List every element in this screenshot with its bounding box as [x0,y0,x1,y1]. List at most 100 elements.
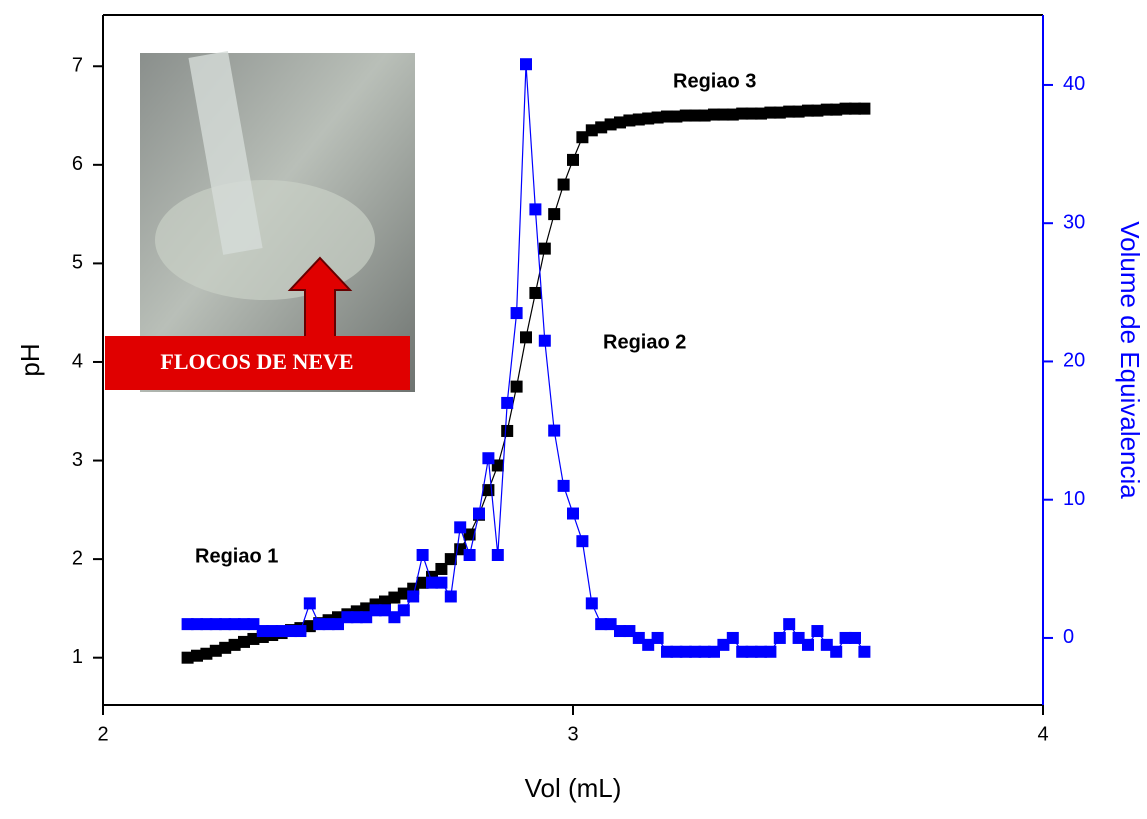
marker [642,638,655,651]
marker [388,591,401,604]
x-tick-label: 4 [1037,723,1048,745]
marker [585,124,598,137]
marker [322,618,335,631]
marker [670,110,683,123]
marker [764,106,777,119]
marker [783,105,796,118]
marker [303,620,316,633]
marker [811,104,824,117]
y2-tick-label: 0 [1063,626,1074,648]
marker [548,208,561,221]
marker [755,645,767,658]
marker [548,424,561,437]
marker [773,106,786,119]
marker [614,116,626,129]
marker [849,102,861,115]
marker [576,131,589,144]
marker [238,635,250,648]
marker [501,396,514,409]
marker [200,647,213,660]
marker [463,528,476,541]
marker [388,611,401,624]
marker [670,645,683,658]
marker [708,645,720,658]
marker [679,645,692,658]
marker [661,110,673,123]
inset-label: FLOCOS DE NEVE [160,349,353,374]
marker [256,625,269,638]
marker [792,105,805,118]
marker [783,618,796,631]
y-tick-label: 3 [72,449,83,471]
marker [642,112,655,125]
marker [209,618,222,631]
marker [745,645,758,658]
x-tick-label: 2 [97,723,108,745]
marker [745,107,758,120]
marker [830,103,843,116]
marker [181,651,194,664]
marker [576,535,589,548]
y2-tick-label: 10 [1063,488,1085,510]
marker [538,242,551,255]
marker [435,562,448,575]
marker [858,645,871,658]
y2-tick-label: 40 [1063,73,1085,95]
marker [802,104,814,117]
y-tick-label: 5 [72,252,83,274]
inset-photo [105,51,415,392]
marker [567,507,579,520]
x-tick-label: 3 [567,723,578,745]
marker [463,549,476,561]
marker [849,631,861,644]
marker [567,153,579,166]
marker [219,618,232,631]
marker [717,108,730,121]
y2-tick-label: 20 [1063,350,1085,372]
marker [303,597,316,610]
marker [191,618,203,631]
marker [275,625,288,638]
marker [341,611,354,624]
marker [238,618,250,631]
marker [689,645,702,658]
marker [858,102,871,115]
marker [209,644,222,657]
marker [416,576,429,589]
marker [604,118,617,131]
marker [369,604,382,617]
marker [614,625,626,638]
marker [228,618,241,631]
marker [811,625,824,638]
annotation: Regiao 1 [195,545,278,567]
marker [595,121,608,134]
marker [228,638,241,651]
y-tick-label: 1 [72,646,83,668]
marker [501,424,514,437]
marker [285,625,297,638]
marker [191,649,203,662]
y-tick-label: 2 [72,547,83,569]
marker [839,102,852,115]
marker [397,587,410,600]
y-tick-label: 6 [72,153,83,175]
marker [595,618,608,631]
marker [247,632,260,645]
annotation: Regiao 2 [603,331,686,353]
marker [200,618,213,631]
marker [736,645,749,658]
marker [529,203,542,216]
marker [219,641,232,654]
marker [520,331,532,344]
marker [510,380,523,393]
marker [454,521,467,534]
marker [820,103,833,116]
x-axis-label: Vol (mL) [525,773,622,803]
marker [360,611,373,624]
marker [313,618,326,631]
marker [397,604,410,617]
marker [698,109,711,122]
y-tick-label: 7 [72,55,83,77]
marker [520,58,532,71]
marker [407,590,420,603]
